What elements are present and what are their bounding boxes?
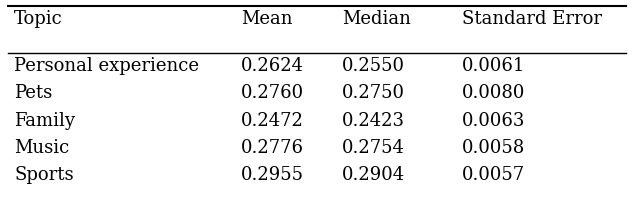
Text: 0.0058: 0.0058: [462, 139, 525, 156]
Text: 0.2423: 0.2423: [342, 111, 405, 129]
Text: 0.2904: 0.2904: [342, 166, 405, 184]
Text: 0.0063: 0.0063: [462, 111, 525, 129]
Text: 0.2624: 0.2624: [241, 57, 304, 75]
Text: Standard Error: Standard Error: [462, 10, 602, 28]
Text: Family: Family: [14, 111, 75, 129]
Text: 0.0080: 0.0080: [462, 84, 525, 102]
Text: Music: Music: [14, 139, 69, 156]
Text: 0.2955: 0.2955: [241, 166, 304, 184]
Text: 0.0061: 0.0061: [462, 57, 525, 75]
Text: Pets: Pets: [14, 84, 52, 102]
Text: 0.2776: 0.2776: [241, 139, 304, 156]
Text: Mean: Mean: [241, 10, 292, 28]
Text: Personal experience: Personal experience: [14, 57, 199, 75]
Text: 0.2472: 0.2472: [241, 111, 304, 129]
Text: 0.2754: 0.2754: [342, 139, 405, 156]
Text: 0.0057: 0.0057: [462, 166, 525, 184]
Text: Sports: Sports: [14, 166, 74, 184]
Text: 0.2750: 0.2750: [342, 84, 405, 102]
Text: Topic: Topic: [14, 10, 63, 28]
Text: 0.2760: 0.2760: [241, 84, 305, 102]
Text: 0.2550: 0.2550: [342, 57, 405, 75]
Text: Median: Median: [342, 10, 411, 28]
